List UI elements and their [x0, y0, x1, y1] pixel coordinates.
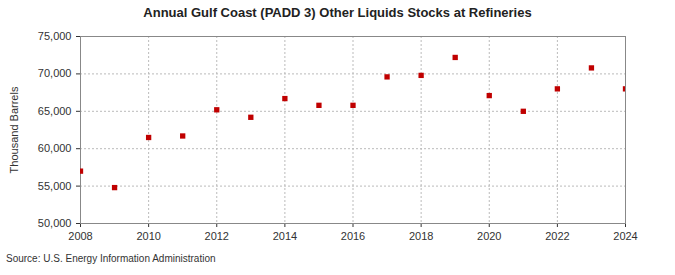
svg-text:2014: 2014	[273, 230, 297, 242]
svg-text:70,000: 70,000	[38, 67, 72, 79]
svg-text:60,000: 60,000	[38, 142, 72, 154]
svg-text:55,000: 55,000	[38, 180, 72, 192]
html-text:Source: U.S. Energy Informatio: Source: U.S. Energy Information Administ…	[6, 253, 216, 264]
svg-text:2012: 2012	[205, 230, 229, 242]
svg-text:2008: 2008	[68, 230, 92, 242]
svg-text:2010: 2010	[136, 230, 160, 242]
svg-text:2016: 2016	[341, 230, 365, 242]
svg-text:2022: 2022	[545, 230, 569, 242]
svg-text:2020: 2020	[477, 230, 501, 242]
svg-text:2018: 2018	[409, 230, 433, 242]
svg-text:65,000: 65,000	[38, 105, 72, 117]
svg-text:75,000: 75,000	[38, 30, 72, 42]
html-text:Annual Gulf Coast (PADD 3) Oth: Annual Gulf Coast (PADD 3) Other Liquids…	[143, 5, 532, 20]
svg-text:Thousand Barrels: Thousand Barrels	[8, 86, 20, 173]
svg-text:2024: 2024	[613, 230, 637, 242]
svg-text:50,000: 50,000	[38, 217, 72, 229]
